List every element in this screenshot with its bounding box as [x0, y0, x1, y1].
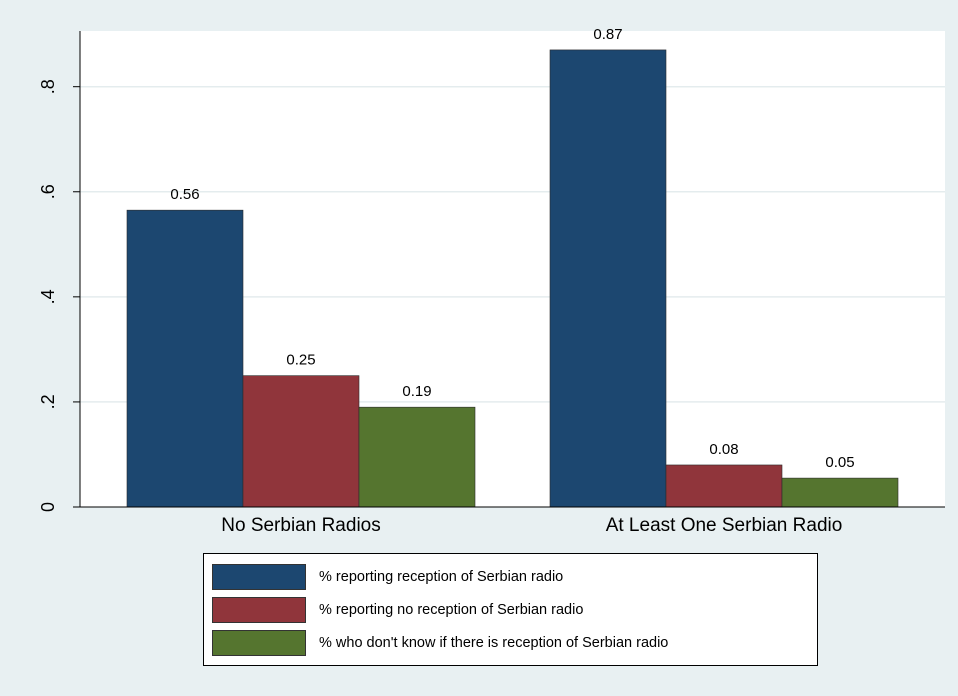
y-axis: 0 .2 .4 .6 .8	[38, 31, 81, 512]
legend-swatch-dont-know	[212, 630, 306, 656]
data-label: 0.08	[709, 441, 738, 458]
legend-swatch-no-reception	[212, 597, 306, 623]
data-label: 0.56	[170, 186, 199, 203]
data-label: 0.87	[593, 26, 622, 43]
legend-item-reception: % reporting reception of Serbian radio	[212, 563, 563, 591]
bar	[126, 209, 244, 508]
data-label: 0.05	[825, 454, 854, 471]
bar	[781, 477, 899, 508]
legend-label-dont-know: % who don't know if there is reception o…	[319, 635, 669, 651]
bar	[358, 406, 476, 508]
y-tick-label: .4	[38, 289, 58, 304]
data-label: 0.19	[402, 383, 431, 400]
y-tick-label: .2	[38, 394, 58, 409]
legend: % reporting reception of Serbian radio %…	[203, 553, 818, 666]
data-label: 0.25	[286, 352, 315, 369]
y-tick-label: .8	[38, 79, 58, 94]
legend-item-dont-know: % who don't know if there is reception o…	[212, 629, 668, 657]
x-category-label: At Least One Serbian Radio	[606, 515, 843, 536]
legend-item-no-reception: % reporting no reception of Serbian radi…	[212, 596, 583, 624]
y-tick-label: 0	[38, 502, 58, 512]
bars: 0.56 0.25 0.19 0.87 0.08 0.05	[126, 26, 899, 508]
bar	[242, 375, 360, 508]
legend-swatch-reception	[212, 564, 306, 590]
x-axis: No Serbian Radios At Least One Serbian Ra…	[80, 506, 945, 536]
bar	[665, 464, 783, 508]
x-category-label: No Serbian Radios	[221, 515, 380, 536]
y-tick-label: .6	[38, 184, 58, 199]
legend-label-no-reception: % reporting no reception of Serbian radi…	[319, 602, 584, 618]
legend-label-reception: % reporting reception of Serbian radio	[319, 569, 564, 585]
bar	[549, 49, 667, 508]
